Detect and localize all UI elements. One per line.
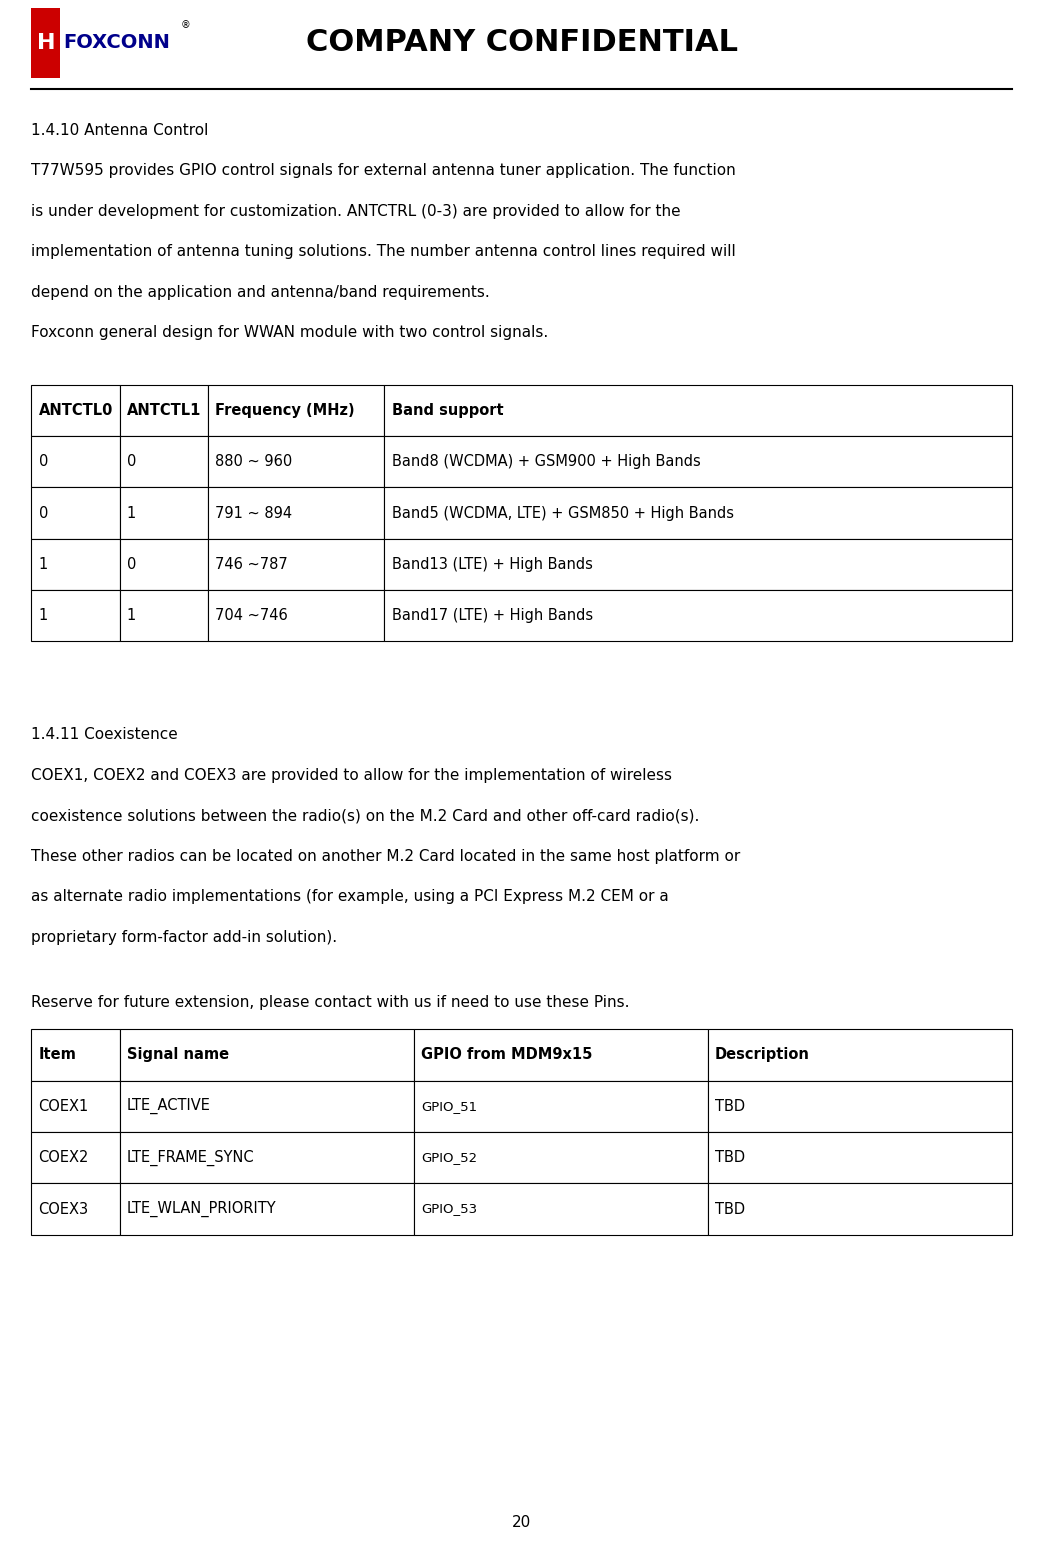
Text: GPIO_51: GPIO_51 [421,1099,477,1113]
Text: T77W595 provides GPIO control signals for external antenna tuner application. Th: T77W595 provides GPIO control signals fo… [31,163,736,179]
Text: is under development for customization. ANTCTRL (0-3) are provided to allow for : is under development for customization. … [31,204,681,220]
Bar [384,539,1012,590]
Text: COMPANY CONFIDENTIAL: COMPANY CONFIDENTIAL [306,28,737,58]
Bar [384,385,1012,436]
Text: H: H [37,33,55,53]
Text: TBD: TBD [715,1151,745,1165]
Bar [708,1132,1012,1183]
Bar [208,385,384,436]
Text: 0: 0 [127,557,137,571]
Bar [384,487,1012,539]
Bar [120,1183,414,1235]
Text: as alternate radio implementations (for example, using a PCI Express M.2 CEM or : as alternate radio implementations (for … [31,889,669,905]
Bar [120,1029,414,1081]
Bar [31,590,120,641]
Text: 20: 20 [512,1515,531,1531]
Text: depend on the application and antenna/band requirements.: depend on the application and antenna/ba… [31,285,490,301]
Text: GPIO from MDM9x15: GPIO from MDM9x15 [421,1048,592,1062]
Text: 1: 1 [127,506,136,520]
Bar [414,1029,708,1081]
Text: 746 ~787: 746 ~787 [215,557,288,571]
Text: 0: 0 [39,455,48,469]
Text: Band17 (LTE) + High Bands: Band17 (LTE) + High Bands [391,609,592,623]
Bar [31,8,60,78]
Text: Band13 (LTE) + High Bands: Band13 (LTE) + High Bands [391,557,592,571]
Bar [208,487,384,539]
Bar [120,539,208,590]
Text: Frequency (MHz): Frequency (MHz) [215,403,355,417]
Text: ANTCTL0: ANTCTL0 [39,403,113,417]
Text: 1.4.11 Coexistence: 1.4.11 Coexistence [31,727,178,743]
Bar [208,539,384,590]
Text: Band5 (WCDMA, LTE) + GSM850 + High Bands: Band5 (WCDMA, LTE) + GSM850 + High Bands [391,506,733,520]
Text: ANTCTL1: ANTCTL1 [127,403,201,417]
Text: 1: 1 [127,609,136,623]
Bar [31,1029,120,1081]
Bar [31,1132,120,1183]
Text: 0: 0 [39,506,48,520]
Text: 1: 1 [39,609,48,623]
Text: 0: 0 [127,455,137,469]
Text: 1.4.10 Antenna Control: 1.4.10 Antenna Control [31,123,209,139]
Bar [414,1183,708,1235]
Text: COEX2: COEX2 [39,1151,89,1165]
Text: Reserve for future extension, please contact with us if need to use these Pins.: Reserve for future extension, please con… [31,995,630,1010]
Text: Band8 (WCDMA) + GSM900 + High Bands: Band8 (WCDMA) + GSM900 + High Bands [391,455,700,469]
Bar [31,1183,120,1235]
Text: Item: Item [39,1048,76,1062]
Text: LTE_ACTIVE: LTE_ACTIVE [127,1098,211,1115]
Text: LTE_FRAME_SYNC: LTE_FRAME_SYNC [127,1149,254,1166]
Bar [120,1132,414,1183]
Text: Description: Description [715,1048,810,1062]
Bar [708,1029,1012,1081]
Bar [31,1081,120,1132]
Bar [120,436,208,487]
Text: LTE_WLAN_PRIORITY: LTE_WLAN_PRIORITY [127,1200,276,1218]
Text: COEX1, COEX2 and COEX3 are provided to allow for the implementation of wireless: COEX1, COEX2 and COEX3 are provided to a… [31,768,673,783]
Bar [31,385,120,436]
Text: 1: 1 [39,557,48,571]
Text: 704 ~746: 704 ~746 [215,609,288,623]
Text: 791 ~ 894: 791 ~ 894 [215,506,292,520]
Text: COEX1: COEX1 [39,1099,89,1113]
Text: TBD: TBD [715,1202,745,1216]
Bar [120,487,208,539]
Text: ®: ® [180,20,191,31]
Text: Signal name: Signal name [127,1048,229,1062]
Text: coexistence solutions between the radio(s) on the M.2 Card and other off-card ra: coexistence solutions between the radio(… [31,808,700,824]
Bar [120,1081,414,1132]
Bar [31,539,120,590]
Bar [384,436,1012,487]
Text: GPIO_53: GPIO_53 [421,1202,477,1216]
Text: FOXCONN: FOXCONN [63,33,170,53]
Bar [31,487,120,539]
Bar [708,1183,1012,1235]
Text: Band support: Band support [391,403,503,417]
Text: GPIO_52: GPIO_52 [421,1151,477,1165]
Text: implementation of antenna tuning solutions. The number antenna control lines req: implementation of antenna tuning solutio… [31,244,736,260]
Bar [120,590,208,641]
Bar [208,590,384,641]
Text: 880 ~ 960: 880 ~ 960 [215,455,292,469]
Text: COEX3: COEX3 [39,1202,89,1216]
Bar [31,436,120,487]
Bar [384,590,1012,641]
Bar [208,436,384,487]
Text: TBD: TBD [715,1099,745,1113]
Text: These other radios can be located on another M.2 Card located in the same host p: These other radios can be located on ano… [31,849,741,864]
Text: proprietary form-factor add-in solution).: proprietary form-factor add-in solution)… [31,930,338,945]
Bar [708,1081,1012,1132]
Bar [414,1081,708,1132]
Bar [414,1132,708,1183]
Bar [120,385,208,436]
Text: Foxconn general design for WWAN module with two control signals.: Foxconn general design for WWAN module w… [31,325,549,341]
